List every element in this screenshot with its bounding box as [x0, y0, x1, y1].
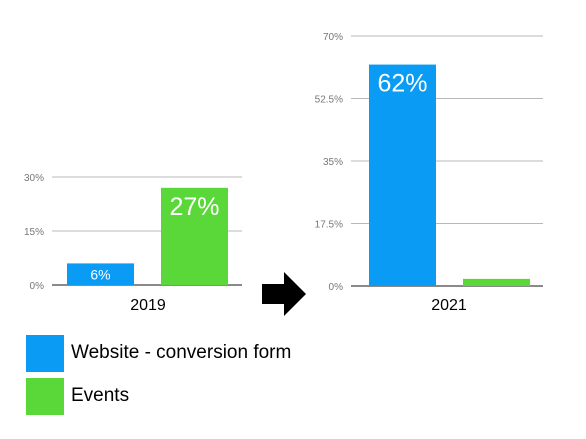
c2019-bar-events — [161, 187, 228, 285]
c2021-y-tick-label: 35% — [323, 157, 343, 168]
c2019-bar-website — [67, 263, 134, 285]
legend-swatch-website — [26, 335, 64, 372]
c2021-y-tick-label: 0% — [329, 282, 344, 293]
c2021-y-tick-label: 70% — [323, 32, 343, 43]
legend-label-website: Website - conversion form — [71, 342, 292, 363]
c2021-y-tick-label: 17.5% — [315, 220, 343, 231]
legend-swatch-events — [26, 378, 64, 415]
c2019-category-label: 2019 — [130, 297, 166, 314]
c2019-y-tick-label: 15% — [24, 227, 44, 238]
c2021-category-label: 2021 — [431, 297, 467, 314]
c2021-y-tick-label: 52.5% — [315, 95, 343, 106]
c2019-y-tick-label: 30% — [24, 173, 44, 184]
c2019-y-tick-label: 0% — [30, 281, 45, 292]
c2021-data-label-website: 62% — [377, 70, 427, 98]
c2021-bar-events — [463, 278, 530, 286]
c2019-data-label-website: 6% — [90, 266, 110, 282]
c2019-data-label-events: 27% — [169, 193, 219, 221]
right-arrow-icon — [262, 272, 306, 321]
legend-label-events: Events — [71, 385, 130, 406]
c2021-bar-website — [369, 64, 436, 286]
